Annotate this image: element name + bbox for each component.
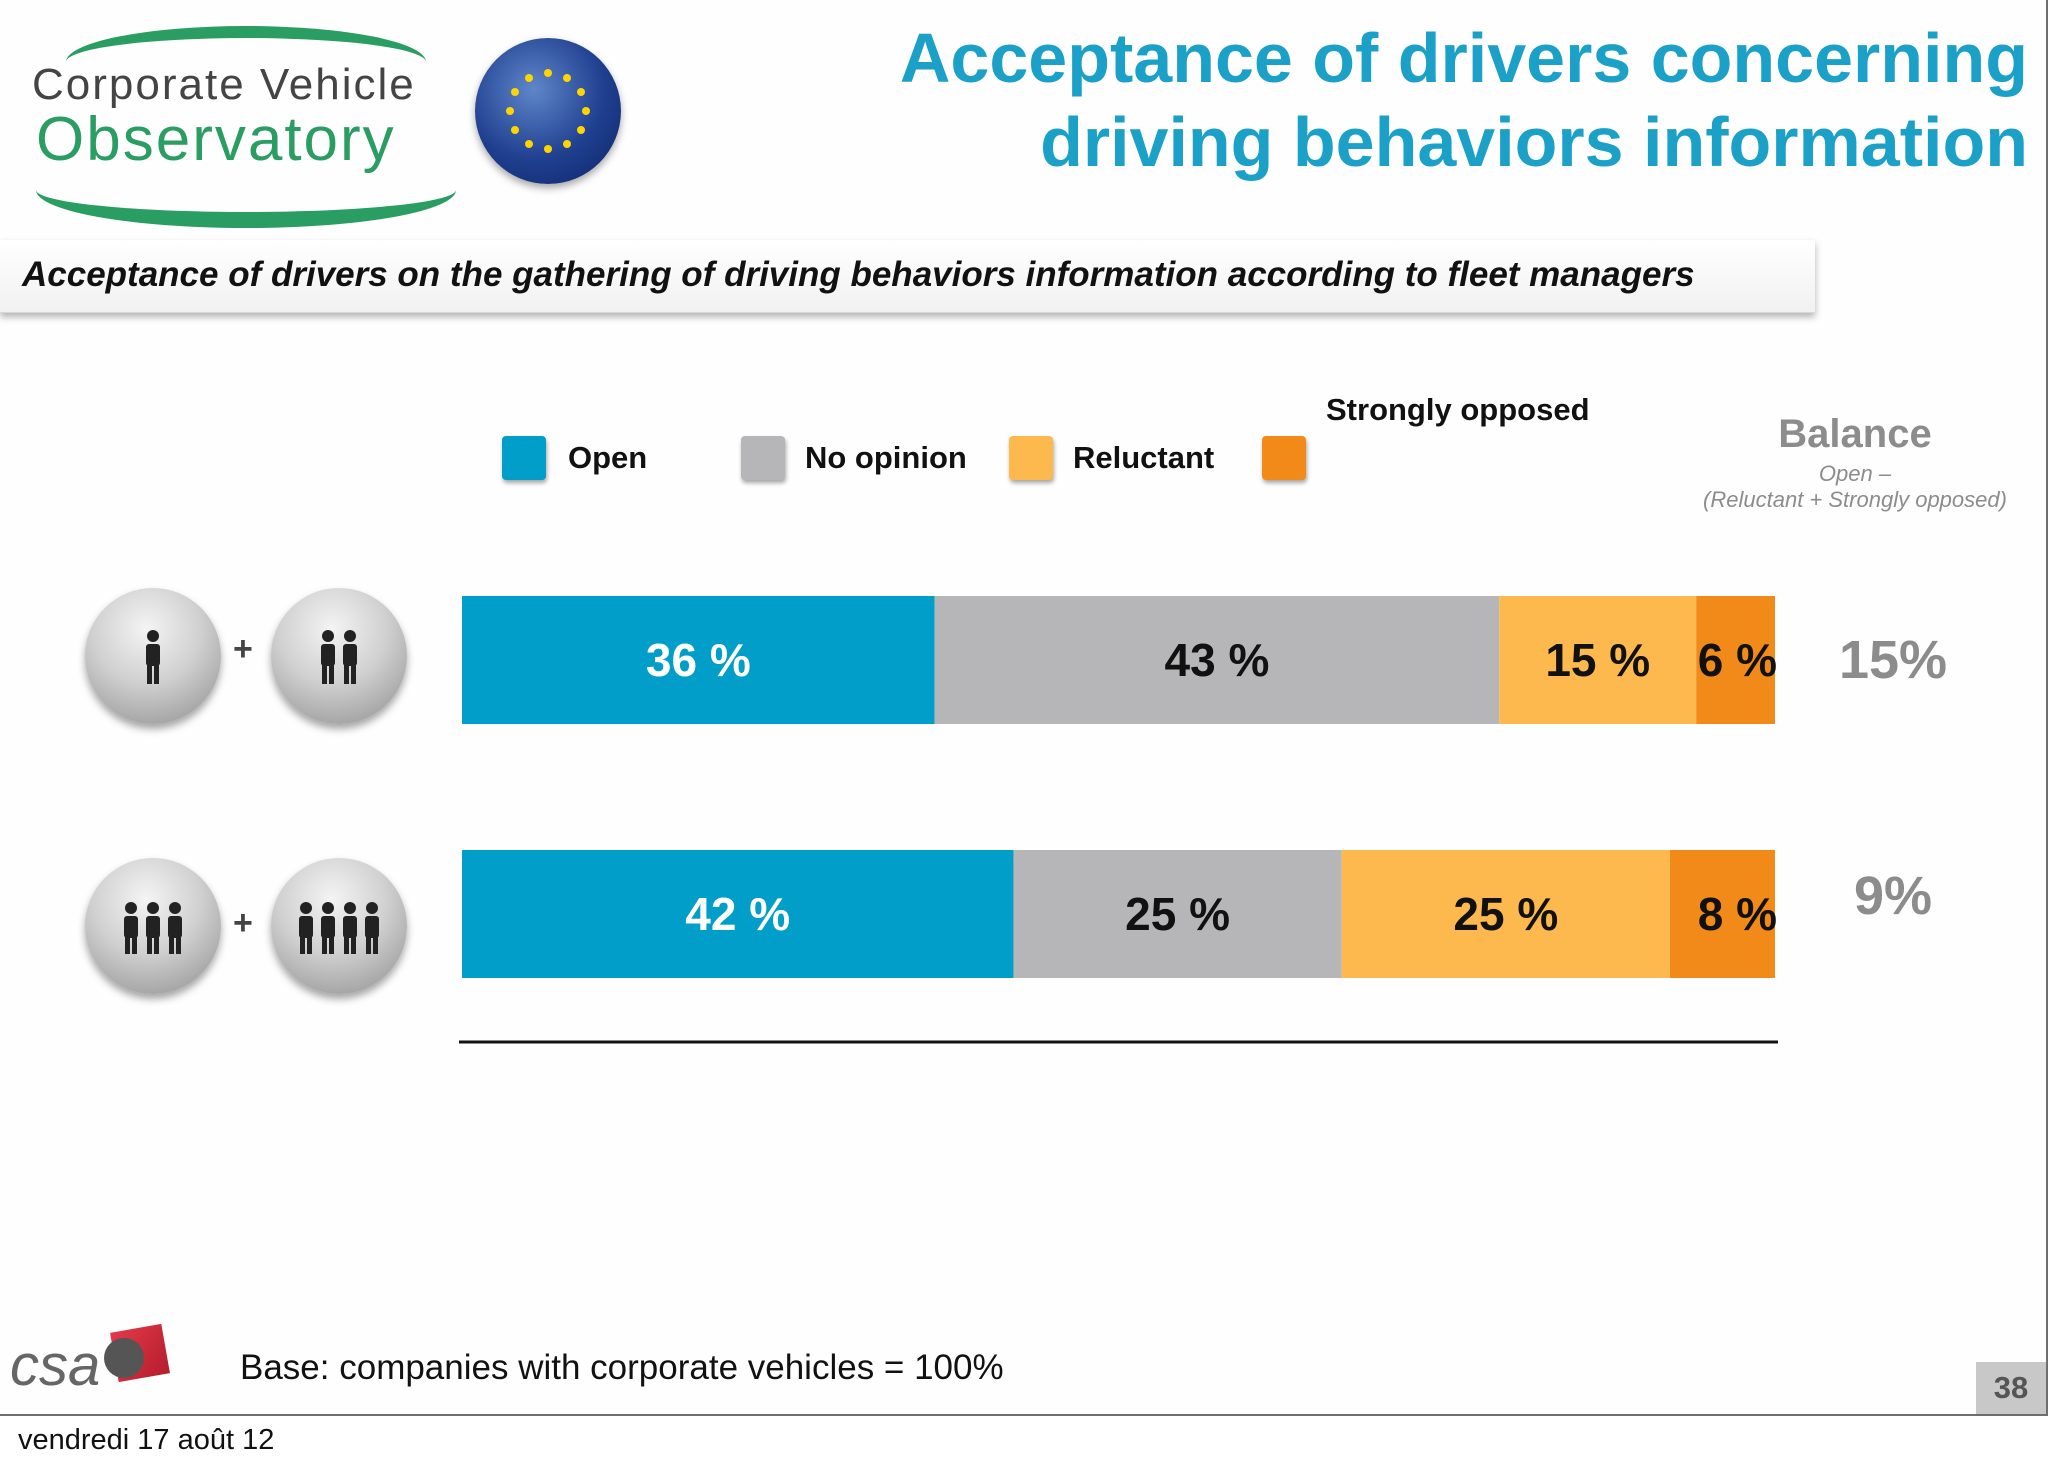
legend-swatch-reluctant [1009,436,1053,480]
csa-logo: csa [10,1322,170,1402]
data-label-strongly-opposed-row-1: 6 % [1698,634,1777,686]
date-footer: vendredi 17 août 12 [18,1424,275,1456]
bar-strongly-opposed-row-1 [1696,596,1775,724]
bar-reluctant-row-1 [1499,596,1697,724]
balance-value-row-2: 9% [1854,866,1932,926]
plus-sign-icon: + [233,904,253,942]
page-number: 38 [1976,1362,2046,1414]
logo-text-line2: Observatory [36,105,396,174]
four-persons-icon [271,858,407,994]
legend-label-no-opinion: No opinion [805,440,967,475]
bar-no-opinion-row-1 [934,596,1500,724]
eu-flag-globe-icon [475,38,621,184]
corporate-vehicle-observatory-logo: Corporate Vehicle Observatory [26,22,456,228]
legend-item-open: Open [502,436,647,480]
two-persons-icon [271,588,407,724]
chart-subtitle: Acceptance of drivers on the gathering o… [22,255,1695,294]
csa-logo-dot [104,1338,144,1378]
legend-swatch-no-opinion [741,436,785,480]
legend-item-no-opinion: No opinion [741,436,967,480]
bars-layer: 36 % 43 % 15 % 6 % 15% 42 % 25 % 25 % 8 % 9% [462,596,1947,978]
three-persons-icon [85,858,221,994]
stacked-bar-chart: 36 % 43 % 15 % 6 % 15% 42 % 25 % 25 % 8 % 9% [459,596,1947,1044]
legend-label-open: Open [568,440,648,475]
slide: Corporate Vehicle Observatory Acceptance… [0,0,2048,1416]
csa-logo-text: csa [10,1333,101,1398]
data-label-open-row-2: 42 % [685,888,790,940]
legend-swatch-open [502,436,546,480]
plus-sign-icon: + [233,630,253,668]
bar-open-row-1 [462,596,935,724]
base-note: Base: companies with corporate vehicles … [240,1348,1004,1387]
page-title-line2: driving behaviors information [1040,103,2028,181]
balance-formula-line2: (Reluctant + Strongly opposed) [1703,487,2007,512]
bar-reluctant-row-2 [1341,850,1670,978]
balance-title: Balance [1778,412,1932,456]
logo-text-line1: Corporate Vehicle [32,60,416,109]
bar-strongly-opposed-row-2 [1669,850,1775,978]
subtitle-band: Acceptance of drivers on the gathering o… [0,240,1815,313]
data-label-reluctant-row-2: 25 % [1453,888,1558,940]
data-label-strongly-opposed-row-2: 8 % [1698,888,1777,940]
data-label-no-opinion-row-1: 43 % [1165,634,1270,686]
legend-item-reluctant: Reluctant [1009,436,1214,480]
data-label-reluctant-row-1: 15 % [1545,634,1650,686]
legend-label-reluctant: Reluctant [1073,440,1215,475]
single-person-icon [85,588,221,724]
page-title-line1: Acceptance of drivers concerning [899,19,2028,97]
data-label-no-opinion-row-2: 25 % [1125,888,1230,940]
data-label-open-row-1: 36 % [646,634,751,686]
legend-label-strongly-opposed: Strongly opposed [1326,392,1590,427]
bar-open-row-2 [462,850,1014,978]
bar-no-opinion-row-2 [1013,850,1342,978]
balance-value-row-1: 15% [1839,630,1947,690]
page-title: Acceptance of drivers concerning driving… [728,16,2028,184]
balance-formula-line1: Open – [1818,461,1892,486]
legend-swatch-strongly-opposed [1262,436,1306,480]
legend-item-strongly-opposed [1262,436,1306,480]
